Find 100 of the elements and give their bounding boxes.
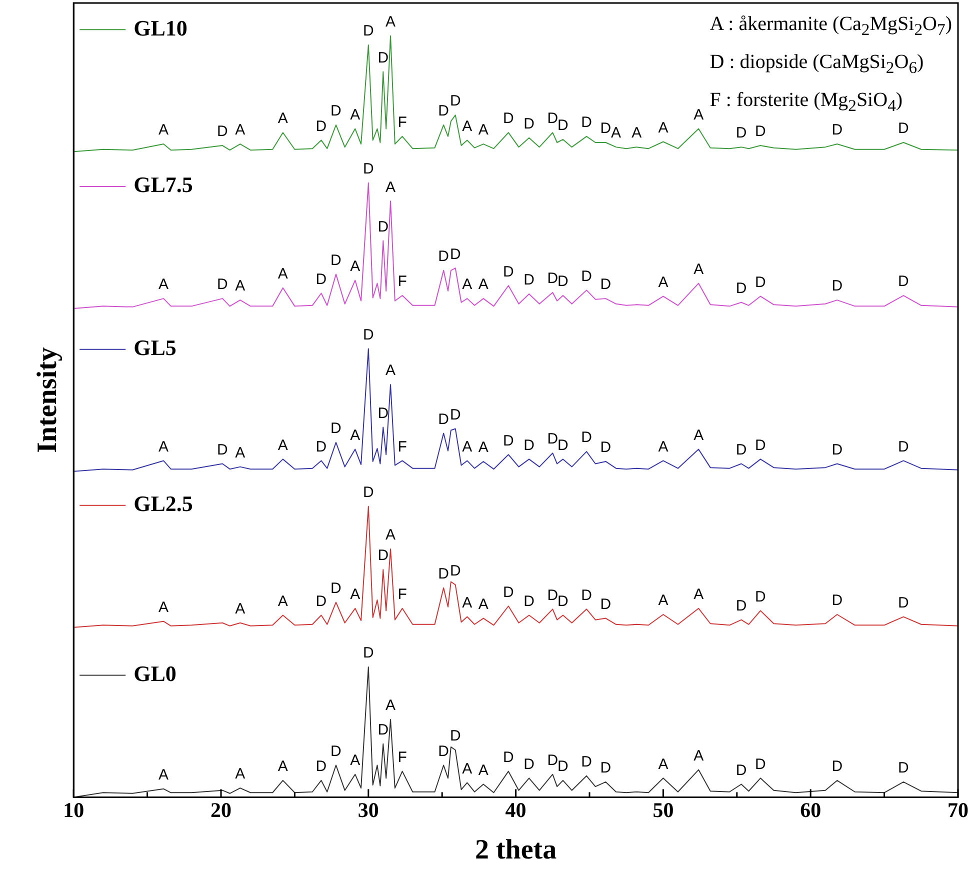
- annotation: D: [736, 124, 747, 142]
- annotation: D: [330, 252, 342, 269]
- x-axis-title: 2 theta: [474, 834, 557, 866]
- annotation: D: [547, 110, 558, 128]
- annotation: D: [600, 439, 612, 456]
- annotation: A: [235, 600, 246, 618]
- annotation: D: [581, 429, 592, 446]
- annotation: D: [524, 272, 535, 289]
- annotation: D: [438, 565, 450, 582]
- annotation: D: [898, 760, 910, 777]
- annotation: D: [736, 441, 747, 458]
- legend-label: GL5: [134, 335, 176, 360]
- annotation: A: [386, 14, 396, 31]
- annotation: A: [478, 276, 488, 294]
- annotation: D: [524, 436, 535, 454]
- annotation: D: [378, 218, 389, 236]
- annotation: A: [478, 122, 488, 139]
- annotation: D: [378, 49, 389, 66]
- annotation: D: [600, 596, 612, 613]
- annotation: A: [350, 426, 360, 444]
- annotation: D: [362, 644, 374, 662]
- annotation: F: [398, 438, 407, 456]
- annotation: D: [378, 547, 389, 564]
- annotation: A: [158, 122, 169, 139]
- annotation: D: [438, 742, 450, 760]
- annotation: A: [278, 758, 288, 776]
- annotation: A: [632, 124, 642, 142]
- y-axis-title: Intensity: [32, 347, 64, 453]
- annotation: A: [462, 760, 472, 778]
- annotation: A: [694, 747, 704, 764]
- annotation: D: [378, 722, 389, 739]
- x-tick-label: 10: [63, 798, 84, 822]
- annotation: F: [398, 273, 407, 290]
- x-tick-label: 70: [948, 798, 968, 822]
- annotation: D: [450, 406, 461, 424]
- x-tick-label: 30: [358, 798, 379, 822]
- annotation: D: [755, 274, 766, 291]
- annotation: A: [158, 766, 169, 784]
- annotation: D: [581, 586, 592, 604]
- annotation: D: [316, 592, 327, 610]
- annotation: D: [832, 278, 843, 295]
- annotation: D: [600, 120, 612, 138]
- annotation: D: [832, 592, 843, 610]
- legend-label: GL10: [134, 15, 188, 40]
- annotation: A: [386, 697, 396, 714]
- annotation: D: [898, 594, 910, 612]
- annotation: D: [581, 114, 592, 132]
- x-tick-label: 60: [800, 798, 822, 822]
- annotation: D: [438, 248, 450, 266]
- annotation: A: [611, 124, 622, 142]
- annotation: D: [898, 273, 910, 290]
- annotation: D: [362, 160, 374, 178]
- annotation: A : åkermanite (Ca$_{2}$MgSi$_{2}$O$_{7}$): [710, 12, 952, 41]
- annotation: D: [755, 436, 766, 454]
- annotation: D: [316, 438, 327, 456]
- annotation: A: [462, 594, 472, 612]
- annotation: D: [755, 123, 766, 140]
- annotation: D: [503, 263, 514, 280]
- annotation: D: [362, 484, 374, 502]
- annotation: F: [398, 586, 407, 604]
- annotation: A: [658, 756, 668, 773]
- legend-label: GL0: [134, 660, 176, 686]
- annotation: A: [462, 118, 472, 135]
- annotation: A: [658, 438, 668, 456]
- annotation: A: [158, 438, 169, 456]
- annotation: D: [316, 758, 327, 776]
- annotation: D: [558, 117, 569, 134]
- annotation: D: [600, 276, 612, 294]
- annotation: D: [832, 758, 843, 776]
- annotation: A: [350, 106, 360, 124]
- annotation: A: [235, 122, 246, 139]
- x-tick-label: 50: [652, 798, 674, 822]
- annotation: A: [350, 258, 360, 275]
- annotation: D: [898, 438, 910, 456]
- annotation: D: [330, 742, 342, 760]
- annotation: D: [217, 276, 228, 294]
- annotation: A: [235, 278, 246, 295]
- annotation: D: [755, 756, 766, 773]
- annotation: F: [398, 114, 407, 132]
- annotation: D: [736, 597, 747, 614]
- annotation: D: [503, 748, 514, 766]
- annotation: D: [330, 580, 342, 597]
- annotation: A: [158, 598, 169, 616]
- annotation: D: [362, 22, 374, 40]
- annotation: A: [694, 426, 704, 444]
- annotation: A: [158, 276, 169, 294]
- annotation: D: [547, 586, 558, 604]
- annotation: D: [217, 123, 228, 140]
- annotation: A: [278, 436, 288, 454]
- annotation: D: [524, 592, 535, 610]
- annotation: D: [330, 420, 342, 438]
- annotation: A: [478, 439, 488, 456]
- annotation: D: [524, 116, 535, 133]
- annotation: D: [547, 430, 558, 448]
- annotation: F : forsterite (Mg$_{2}$SiO$_{4}$): [710, 88, 904, 117]
- annotation: A: [658, 274, 668, 291]
- annotation: D: [316, 270, 327, 288]
- annotation: A: [694, 586, 704, 604]
- annotation: D: [378, 404, 389, 422]
- annotation: D: [438, 410, 450, 428]
